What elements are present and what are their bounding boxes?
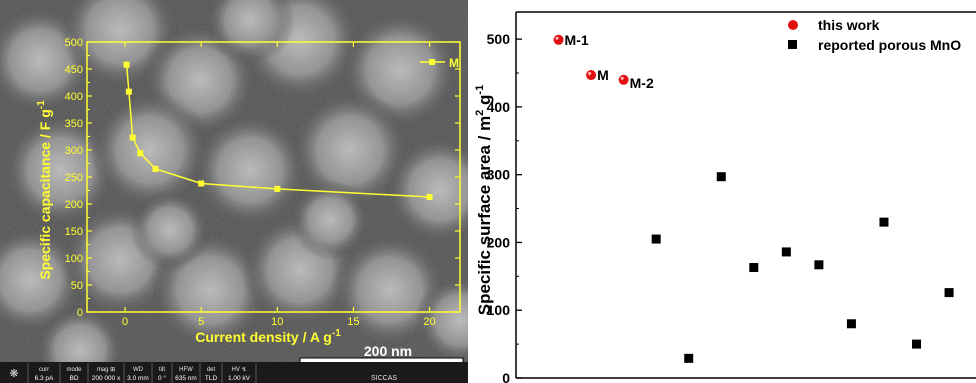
legend-this-work-label: this work [818, 17, 880, 33]
reported-point [781, 247, 791, 257]
reported-point [716, 172, 726, 182]
left-xtick-label: 5 [198, 316, 204, 328]
left-series-line [125, 64, 430, 198]
left-data-point [137, 150, 144, 157]
this-work-point-label: M [597, 67, 609, 83]
this-work-point [618, 74, 629, 85]
reported-point [944, 288, 954, 298]
reported-point [684, 353, 694, 363]
sem-info-label: curr [39, 367, 49, 373]
left-data-point [274, 185, 281, 192]
sem-info-value: 1.00 kV [228, 375, 251, 382]
this-work-point-highlight [587, 71, 592, 76]
sem-info-value: 200 000 x [92, 375, 121, 382]
sem-info-label: tilt [159, 367, 165, 373]
this-work-point-highlight [555, 36, 559, 40]
sem-info-label: det [207, 367, 216, 373]
left-xtick-label: 0 [122, 316, 128, 328]
right-ytick-label: 100 [487, 302, 511, 318]
sem-info-label: mode [66, 367, 82, 373]
sem-info-value: 6.3 pA [35, 375, 54, 382]
this-work-point [586, 70, 597, 81]
reported-point [879, 217, 889, 227]
left-ylabel-sup: -1 [36, 100, 47, 109]
scale-bar-label: 200 nm [364, 343, 412, 359]
left-ylabel: Specific capacitance / F g-1 [36, 100, 53, 280]
sem-info-value: 0 ° [158, 374, 166, 382]
left-xlabel-sup: -1 [332, 328, 341, 339]
right-ytick-label: 500 [487, 31, 511, 47]
surface-area-chart: 0 100 200 300 400 500 M-1 M M-2 Specific surfac… [474, 11, 976, 383]
left-ytick-label: 450 [65, 64, 83, 76]
sem-info-label: WD [133, 367, 144, 373]
left-data-point [125, 88, 132, 95]
capacitance-chart: 0 50 100 150 200 250 300 350 400 450 500 0 5 10 15 20 S… [0, 0, 468, 383]
sem-texture [0, 0, 468, 362]
left-xlabel: Current density / A g-1 [195, 328, 341, 345]
right-ytick-label: 200 [487, 234, 511, 250]
left-data-point [129, 134, 136, 141]
legend-this-work-marker [788, 20, 798, 30]
left-ytick-label: 400 [65, 91, 83, 103]
left-xtick-label: 10 [271, 316, 283, 328]
sem-info-value: 635 nm [175, 375, 197, 382]
reported-point [814, 260, 824, 270]
left-legend-label: M [449, 56, 459, 70]
left-data-point [198, 180, 205, 187]
capacitance-marks [123, 61, 433, 200]
right-ytick-label: 400 [487, 99, 511, 115]
sem-info-value: TLD [205, 375, 218, 382]
legend-reported-marker [788, 40, 797, 49]
this-work-point [553, 34, 564, 45]
sem-institute: SICCAS [371, 375, 397, 382]
sem-info-value: 3.0 mm [127, 375, 149, 382]
left-ytick-label: 150 [65, 226, 83, 238]
left-ytick-label: 350 [65, 118, 83, 130]
fei-logo-icon: ❋ [9, 368, 18, 380]
this-work-point-label: M-1 [565, 32, 589, 48]
this-work-point-highlight [620, 76, 624, 80]
left-xtick-label: 20 [423, 316, 435, 328]
left-ytick-label: 200 [65, 199, 83, 211]
surface-area-axes: 0 100 200 300 400 500 [487, 11, 976, 383]
legend-reported-label: reported porous MnO [818, 37, 961, 53]
sem-info-label: mag ⊞ [97, 367, 115, 373]
left-ytick-label: 300 [65, 145, 83, 157]
left-ytick-label: 0 [77, 307, 83, 319]
left-data-point [426, 193, 433, 200]
left-data-point [123, 61, 130, 68]
left-xtick-label: 15 [347, 316, 359, 328]
right-ylabel-unit-sup: -1 [474, 85, 486, 95]
reported-point [912, 339, 922, 349]
right-ylabel: Specific surface area / m2 g-1 [474, 85, 494, 315]
reported-point [846, 319, 856, 329]
left-ytick-label: 50 [71, 280, 83, 292]
reported-point [651, 234, 661, 244]
reported-point [749, 263, 759, 273]
left-ytick-label: 250 [65, 172, 83, 184]
surface-area-marks: M-1 M M-2 [553, 32, 954, 363]
right-ytick-label: 0 [502, 370, 510, 383]
sem-info-label: HFW [179, 367, 193, 373]
sem-info-bar [0, 362, 468, 383]
right-ylabel-sup: 2 [474, 110, 486, 116]
sem-info-label: HV ↯ [231, 366, 246, 373]
capacitance-axes: 0 50 100 150 200 250 300 350 400 450 500 0 5 10 15 20 [65, 37, 461, 328]
right-ytick-label: 300 [487, 167, 511, 183]
sem-info-value: BD [69, 375, 78, 382]
left-ytick-label: 500 [65, 37, 83, 49]
sem-image-panel: 0 50 100 150 200 250 300 350 400 450 500 0 5 10 15 20 S… [0, 0, 468, 383]
right-ylabel-unit: g [475, 95, 494, 110]
left-ytick-label: 100 [65, 253, 83, 265]
left-legend-marker [429, 59, 435, 65]
left-data-point [152, 165, 159, 172]
this-work-point-label: M-2 [630, 75, 654, 91]
surface-area-panel: 0 100 200 300 400 500 M-1 M M-2 Specific surfac… [468, 0, 976, 383]
sem-info-cells: curr 6.3 pA mode BD mag ⊞ 200 000 x WD 3.0 mm ti… [27, 363, 257, 383]
